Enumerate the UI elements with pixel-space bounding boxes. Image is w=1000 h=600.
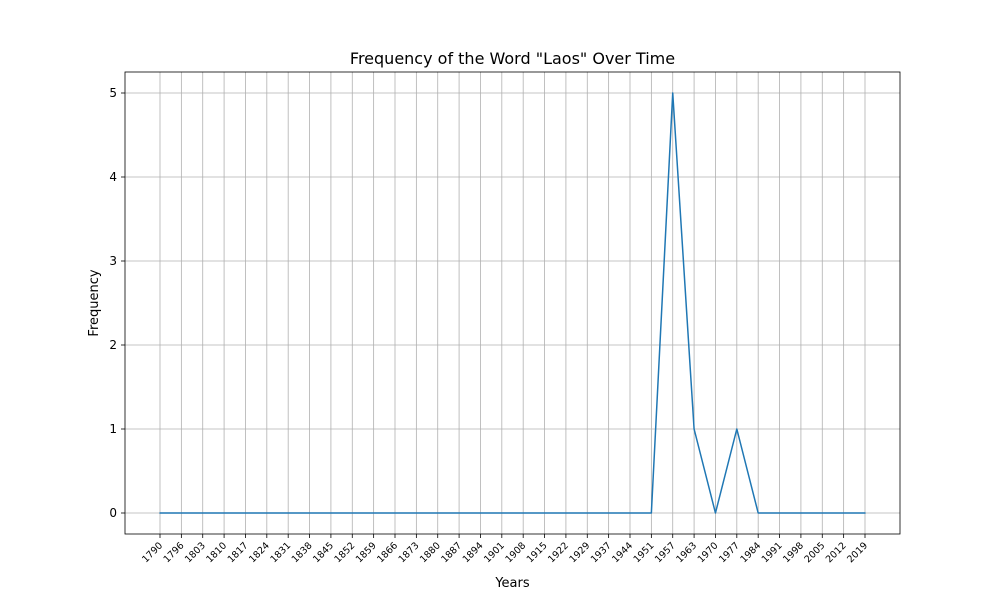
y-tick-label: 4 — [109, 170, 117, 184]
series-layer — [159, 92, 866, 514]
y-axis-label: Frequency — [87, 269, 102, 336]
x-tick-label: 1977 — [717, 540, 742, 565]
series-line — [159, 92, 866, 514]
grid — [125, 72, 900, 534]
x-tick-label: 1817 — [226, 540, 251, 565]
x-tick-label: 1859 — [354, 540, 379, 565]
x-tick-label: 1957 — [653, 540, 678, 565]
y-tick-label: 0 — [109, 506, 117, 520]
ticks: 1790179618031810181718241831183818451852… — [109, 86, 870, 565]
x-tick-label: 1873 — [397, 540, 422, 565]
x-tick-label: 1937 — [589, 540, 614, 565]
x-tick-label: 1866 — [375, 540, 400, 565]
x-tick-label: 1915 — [525, 540, 550, 565]
x-tick-label: 1929 — [568, 540, 593, 565]
x-tick-label: 1963 — [674, 540, 699, 565]
x-tick-label: 2019 — [845, 540, 870, 565]
x-tick-label: 1796 — [162, 540, 187, 565]
x-tick-label: 1810 — [204, 540, 229, 565]
x-tick-label: 1790 — [140, 540, 165, 565]
x-tick-label: 2012 — [824, 540, 849, 565]
plot-area — [124, 71, 901, 535]
x-tick-label: 1824 — [247, 540, 272, 565]
x-tick-label: 1951 — [632, 540, 657, 565]
x-tick-label: 1831 — [268, 540, 293, 565]
x-tick-label: 1998 — [781, 540, 806, 565]
x-tick-label: 1970 — [696, 540, 721, 565]
x-tick-label: 2005 — [803, 540, 828, 565]
x-tick-label: 1944 — [610, 540, 635, 565]
y-tick-label: 2 — [109, 338, 117, 352]
x-tick-label: 1908 — [503, 540, 528, 565]
x-axis-label: Years — [494, 576, 530, 591]
x-tick-label: 1984 — [738, 540, 763, 565]
x-tick-label: 1852 — [333, 540, 358, 565]
y-tick-label: 1 — [109, 422, 117, 436]
x-tick-label: 1880 — [418, 540, 443, 565]
x-tick-label: 1838 — [290, 540, 315, 565]
x-tick-label: 1845 — [311, 540, 336, 565]
chart-title: Frequency of the Word "Laos" Over Time — [350, 49, 675, 68]
x-tick-label: 1922 — [546, 540, 571, 565]
x-tick-label: 1894 — [461, 540, 486, 565]
x-tick-label: 1991 — [760, 540, 785, 565]
x-tick-label: 1887 — [439, 540, 464, 565]
x-tick-label: 1901 — [482, 540, 507, 565]
y-tick-label: 5 — [109, 86, 117, 100]
x-tick-label: 1803 — [183, 540, 208, 565]
y-tick-label: 3 — [109, 254, 117, 268]
